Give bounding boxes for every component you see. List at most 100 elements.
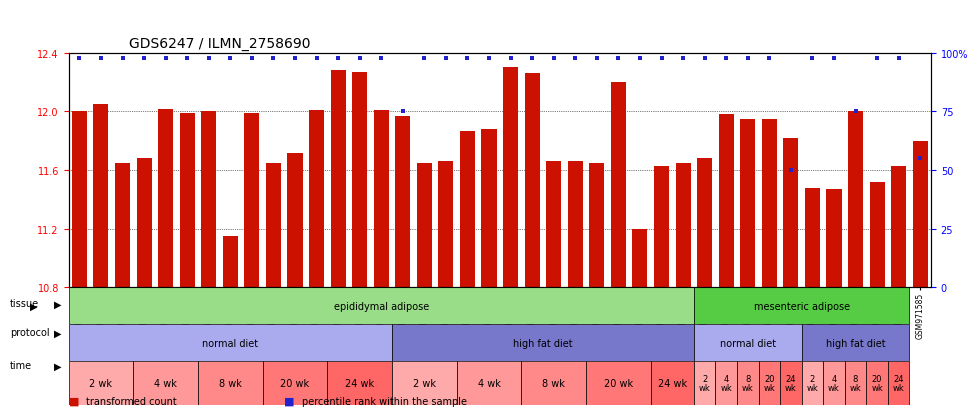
Point bbox=[460, 55, 475, 62]
FancyBboxPatch shape bbox=[802, 361, 823, 405]
Bar bbox=[438, 162, 454, 288]
Text: ■: ■ bbox=[284, 396, 295, 406]
Point bbox=[869, 55, 885, 62]
Point bbox=[136, 55, 152, 62]
FancyBboxPatch shape bbox=[198, 361, 263, 405]
FancyBboxPatch shape bbox=[263, 361, 327, 405]
Text: 2
wk: 2 wk bbox=[807, 374, 818, 392]
Text: 20 wk: 20 wk bbox=[280, 378, 310, 388]
FancyBboxPatch shape bbox=[694, 325, 802, 361]
Text: 8 wk: 8 wk bbox=[219, 378, 242, 388]
Bar bbox=[222, 237, 238, 288]
Point bbox=[352, 55, 368, 62]
Text: ▶: ▶ bbox=[54, 299, 62, 309]
Point bbox=[675, 55, 691, 62]
Bar bbox=[675, 164, 691, 288]
Text: 2 wk: 2 wk bbox=[89, 378, 113, 388]
Bar bbox=[826, 190, 842, 288]
Text: percentile rank within the sample: percentile rank within the sample bbox=[302, 396, 466, 406]
FancyBboxPatch shape bbox=[586, 361, 651, 405]
Bar bbox=[287, 153, 303, 288]
Bar bbox=[848, 112, 863, 288]
Point bbox=[93, 55, 109, 62]
Bar bbox=[266, 164, 281, 288]
Text: 4
wk: 4 wk bbox=[828, 374, 840, 392]
Point bbox=[589, 55, 605, 62]
Bar bbox=[891, 166, 907, 288]
Point bbox=[244, 55, 260, 62]
FancyBboxPatch shape bbox=[823, 361, 845, 405]
FancyBboxPatch shape bbox=[888, 361, 909, 405]
Point bbox=[524, 55, 540, 62]
Text: normal diet: normal diet bbox=[202, 338, 259, 348]
Bar bbox=[93, 105, 109, 288]
Text: 4
wk: 4 wk bbox=[720, 374, 732, 392]
FancyBboxPatch shape bbox=[651, 361, 694, 405]
Text: 24 wk: 24 wk bbox=[658, 378, 687, 388]
FancyBboxPatch shape bbox=[845, 361, 866, 405]
Text: normal diet: normal diet bbox=[719, 338, 776, 348]
Point bbox=[266, 55, 281, 62]
Point bbox=[912, 156, 928, 162]
Point bbox=[761, 55, 777, 62]
Text: 2
wk: 2 wk bbox=[699, 374, 710, 392]
Bar bbox=[869, 183, 885, 288]
Bar bbox=[783, 138, 799, 288]
Point bbox=[201, 55, 217, 62]
Text: 4 wk: 4 wk bbox=[154, 378, 177, 388]
Text: ■: ■ bbox=[69, 396, 79, 406]
Text: ▶: ▶ bbox=[54, 328, 62, 337]
Bar bbox=[567, 162, 583, 288]
Point bbox=[783, 167, 799, 174]
Point bbox=[222, 55, 238, 62]
Point bbox=[805, 55, 820, 62]
Bar bbox=[179, 114, 195, 288]
Point bbox=[740, 55, 756, 62]
Text: 20
wk: 20 wk bbox=[871, 374, 883, 392]
Text: 24 wk: 24 wk bbox=[345, 378, 374, 388]
FancyBboxPatch shape bbox=[737, 361, 759, 405]
Bar bbox=[632, 229, 648, 288]
FancyBboxPatch shape bbox=[327, 361, 392, 405]
Point bbox=[826, 55, 842, 62]
Text: 24
wk: 24 wk bbox=[893, 374, 905, 392]
Bar bbox=[654, 166, 669, 288]
FancyBboxPatch shape bbox=[694, 288, 909, 325]
Point bbox=[697, 55, 712, 62]
Bar bbox=[395, 116, 411, 288]
Bar bbox=[481, 130, 497, 288]
Point bbox=[503, 55, 518, 62]
Bar bbox=[912, 142, 928, 288]
FancyBboxPatch shape bbox=[392, 361, 457, 405]
Point bbox=[438, 55, 454, 62]
Text: ▶: ▶ bbox=[29, 301, 37, 311]
Text: protocol: protocol bbox=[10, 328, 49, 337]
FancyBboxPatch shape bbox=[802, 325, 909, 361]
Bar bbox=[589, 164, 605, 288]
Point bbox=[309, 55, 324, 62]
FancyBboxPatch shape bbox=[392, 325, 694, 361]
Bar bbox=[718, 115, 734, 288]
Bar bbox=[460, 131, 475, 288]
Text: high fat diet: high fat diet bbox=[826, 338, 885, 348]
Text: 8
wk: 8 wk bbox=[850, 374, 861, 392]
Bar bbox=[158, 109, 173, 288]
Bar bbox=[416, 164, 432, 288]
Point bbox=[395, 109, 411, 116]
Point bbox=[72, 55, 87, 62]
Point bbox=[654, 55, 669, 62]
Bar bbox=[244, 114, 260, 288]
FancyBboxPatch shape bbox=[759, 361, 780, 405]
Bar bbox=[697, 159, 712, 288]
Point bbox=[611, 55, 626, 62]
FancyBboxPatch shape bbox=[521, 361, 586, 405]
Bar bbox=[805, 188, 820, 288]
Text: 4 wk: 4 wk bbox=[477, 378, 501, 388]
Point bbox=[287, 55, 303, 62]
Point bbox=[546, 55, 562, 62]
Text: 2 wk: 2 wk bbox=[413, 378, 436, 388]
Bar bbox=[352, 73, 368, 288]
Point bbox=[632, 55, 648, 62]
Bar bbox=[503, 68, 518, 288]
Bar bbox=[136, 159, 152, 288]
